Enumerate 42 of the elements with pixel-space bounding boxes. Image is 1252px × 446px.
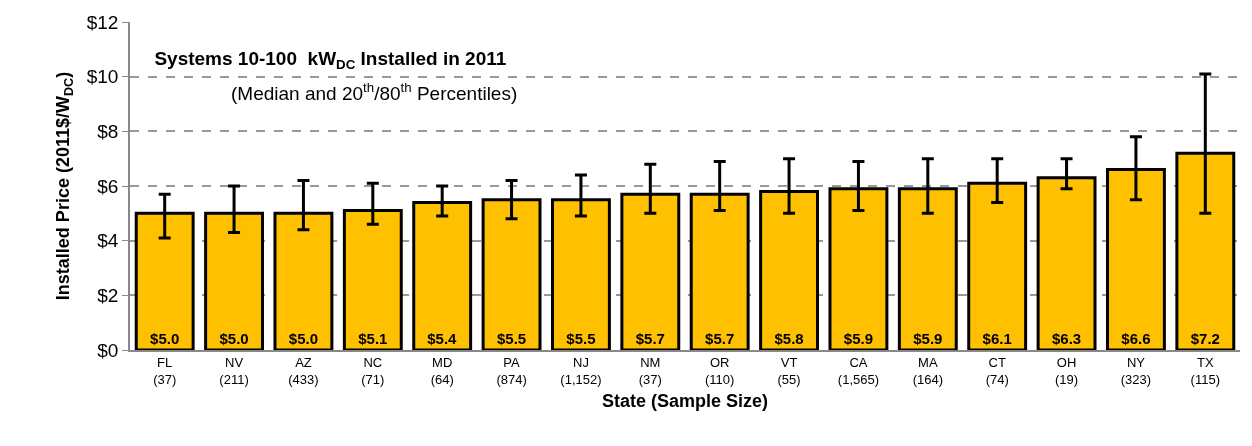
x-tick-label: NJ (1,152) bbox=[560, 355, 602, 388]
x-tick-label: FL (37) bbox=[153, 355, 177, 388]
x-tick-label: PA (874) bbox=[496, 355, 527, 388]
text: Systems 10-100 kW$_{DC}$ Installed in 2011 bbox=[154, 47, 507, 72]
data-label: $6.6 bbox=[1121, 330, 1151, 347]
data-label: $7.2 bbox=[1190, 330, 1220, 347]
data-label: $5.0 bbox=[150, 330, 180, 347]
x-tick-label: CT (74) bbox=[985, 355, 1009, 388]
x-tick-label: OH (19) bbox=[1055, 355, 1079, 388]
y-tick-label: $12 bbox=[86, 11, 119, 33]
x-tick-label: CA (1,565) bbox=[837, 355, 880, 388]
data-label: $5.1 bbox=[358, 330, 388, 347]
x-tick-label: AZ (433) bbox=[288, 355, 319, 388]
data-label: $5.9 bbox=[913, 330, 943, 347]
data-label: $5.9 bbox=[843, 330, 874, 347]
y-tick-label: $10 bbox=[86, 66, 119, 88]
y-tick-label: $8 bbox=[97, 120, 119, 142]
data-label: $6.3 bbox=[1051, 330, 1082, 347]
data-label: $5.7 bbox=[705, 330, 735, 347]
y-tick-label: $6 bbox=[97, 175, 119, 197]
x-tick-label: MD (64) bbox=[430, 355, 454, 388]
data-label: $5.8 bbox=[774, 330, 804, 347]
data-label: $5.0 bbox=[219, 330, 249, 347]
data-label: $5.0 bbox=[288, 330, 319, 347]
x-axis-title: State (Sample Size) bbox=[601, 390, 769, 411]
data-label: $6.1 bbox=[982, 330, 1012, 347]
data-label: $5.7 bbox=[635, 330, 665, 347]
x-tick-label: NV (211) bbox=[219, 355, 249, 388]
text: (Median and 20$^{th}$/80$^{th}$ Percentiles) bbox=[231, 80, 518, 104]
x-tick-label: NC (71) bbox=[361, 355, 385, 388]
x-tick-label: NY (323) bbox=[1120, 355, 1152, 388]
x-tick-label: OR (110) bbox=[704, 355, 735, 388]
data-label: $5.4 bbox=[427, 330, 458, 347]
data-label: $5.5 bbox=[496, 330, 527, 347]
y-tick-label: $0 bbox=[97, 339, 119, 361]
y-tick-label: $4 bbox=[97, 230, 119, 252]
data-label: $5.5 bbox=[566, 330, 596, 347]
x-tick-label: VT (55) bbox=[777, 355, 801, 388]
x-tick-label: NM (37) bbox=[638, 355, 662, 388]
y-tick-label: $2 bbox=[97, 284, 119, 306]
x-tick-label: TX (115) bbox=[1190, 355, 1221, 388]
x-tick-label: MA (164) bbox=[912, 355, 943, 388]
